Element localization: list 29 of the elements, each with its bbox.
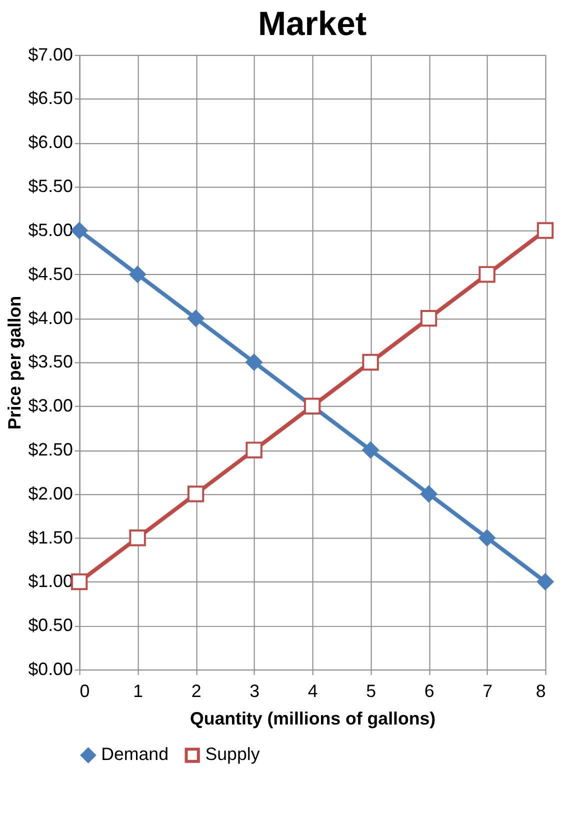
x-tick-label: 1 (133, 680, 144, 701)
y-tick-label: $1.00 (28, 571, 73, 592)
y-axis-title: Price per gallon (4, 296, 24, 430)
y-tick-label: $1.50 (28, 527, 73, 548)
x-tick-label: 0 (80, 680, 90, 701)
y-tick-label: $3.50 (28, 352, 73, 372)
y-tick-label: $7.00 (28, 44, 73, 64)
y-tick-label: $0.50 (28, 615, 73, 636)
y-tick-label: $3.00 (28, 396, 73, 416)
x-tick-label: 2 (191, 680, 202, 701)
y-tick-label: $6.50 (28, 88, 73, 108)
x-tick-label: 7 (482, 680, 493, 701)
x-tick-label: 5 (366, 680, 376, 701)
y-tick-label: $5.50 (28, 176, 73, 196)
x-axis-title: Quantity (millions of gallons) (190, 708, 436, 729)
legend-label: Demand (101, 744, 169, 764)
y-tick-label: $4.50 (28, 264, 73, 284)
x-tick-label: 4 (308, 680, 318, 701)
y-tick-label: $4.00 (28, 308, 73, 328)
y-tick-label: $5.00 (28, 220, 73, 240)
chart-title: Market (258, 5, 367, 44)
y-tick-label: $2.00 (28, 483, 73, 504)
x-tick-label: 3 (250, 680, 260, 701)
y-tick-label: $6.00 (28, 132, 73, 152)
x-tick-label: 6 (424, 680, 434, 701)
legend-label: Supply (205, 744, 260, 764)
y-tick-label: $0.00 (28, 659, 73, 680)
y-tick-label: $2.50 (28, 439, 73, 460)
x-tick-label: 8 (536, 680, 546, 701)
